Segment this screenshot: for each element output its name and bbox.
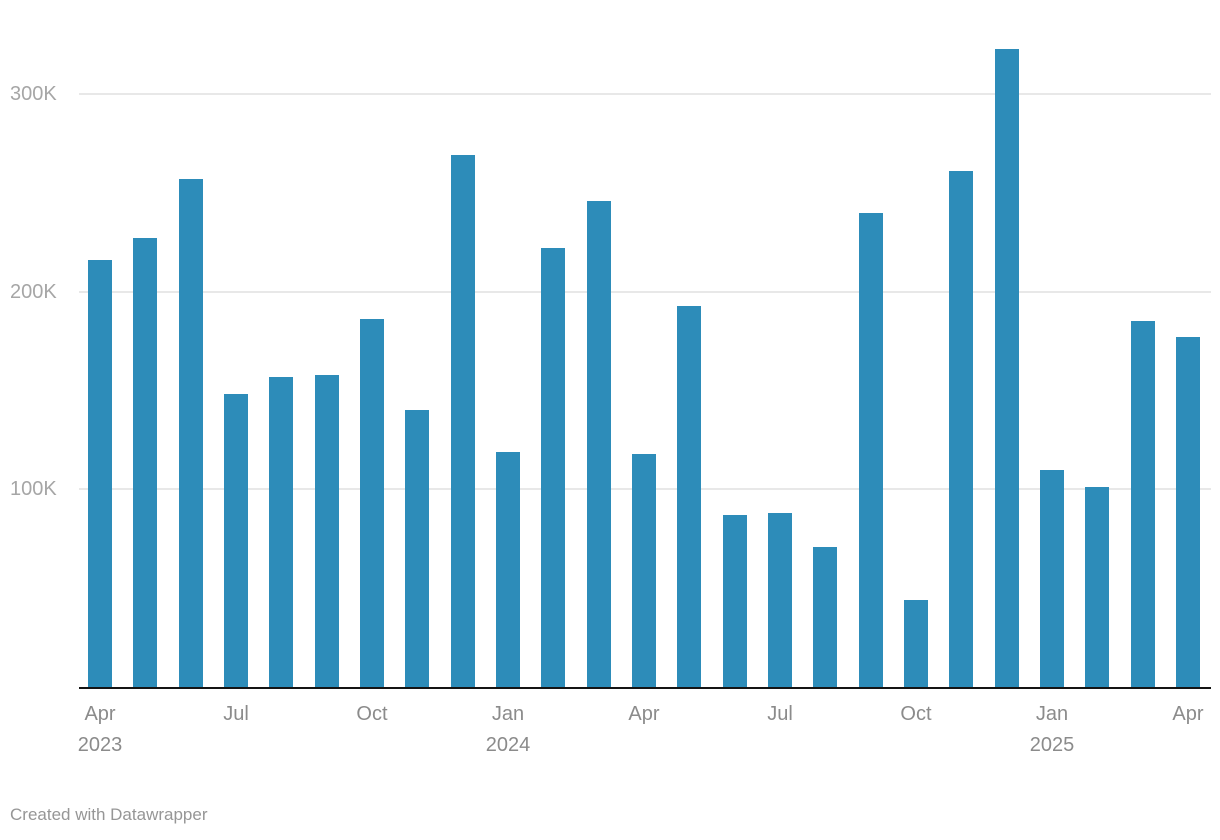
x-tick-year-label: 2025 bbox=[1029, 734, 1075, 756]
x-axis-tick-2024-04: Apr bbox=[628, 699, 659, 730]
bar-2023-06[interactable] bbox=[178, 179, 203, 687]
datawrapper-attribution-link[interactable]: Created with Datawrapper bbox=[10, 805, 208, 824]
x-tick-month-label: Jul bbox=[223, 703, 249, 725]
gridline-300K bbox=[79, 93, 1211, 95]
x-axis-tick-2023-04: Apr 2023 bbox=[78, 699, 123, 761]
bar-2024-10[interactable] bbox=[903, 600, 928, 687]
x-axis-tick-2024-01: Jan 2024 bbox=[486, 699, 531, 761]
bar-2023-07[interactable] bbox=[223, 394, 248, 687]
bar-2025-01[interactable] bbox=[1039, 469, 1064, 687]
y-axis-label-100K: 100K bbox=[10, 478, 57, 501]
y-axis-label-200K: 200K bbox=[10, 280, 57, 303]
x-tick-month-label: Apr bbox=[1172, 703, 1204, 725]
bar-2023-05[interactable] bbox=[133, 238, 158, 687]
y-axis-label-300K: 300K bbox=[10, 83, 57, 105]
bar-2024-03[interactable] bbox=[586, 200, 611, 687]
bar-2023-04[interactable] bbox=[88, 260, 112, 687]
x-tick-month-label: Oct bbox=[356, 703, 388, 725]
x-tick-month-label: Oct bbox=[900, 703, 932, 725]
bar-2024-11[interactable] bbox=[949, 171, 974, 687]
x-axis-tick-2025-01: Jan 2025 bbox=[1030, 699, 1075, 761]
x-axis-tick-2023-10: Oct bbox=[356, 699, 387, 730]
x-tick-month-label: Apr bbox=[628, 703, 660, 725]
x-axis-tick-2025-04: Apr bbox=[1172, 699, 1203, 730]
plot-area bbox=[79, 0, 1211, 687]
bar-2024-09[interactable] bbox=[858, 212, 883, 687]
x-axis-line bbox=[79, 687, 1211, 689]
bar-2023-11[interactable] bbox=[405, 410, 430, 687]
gridline-200K bbox=[79, 290, 1211, 293]
x-tick-month-label: Jan bbox=[1035, 703, 1069, 725]
bar-2025-04[interactable] bbox=[1175, 337, 1200, 687]
bar-2024-04[interactable] bbox=[631, 453, 656, 687]
bar-2023-08[interactable] bbox=[269, 376, 294, 687]
bar-2023-10[interactable] bbox=[359, 319, 384, 687]
x-axis-tick-2024-07: Jul bbox=[767, 699, 793, 730]
x-tick-month-label: Jul bbox=[767, 703, 793, 725]
bar-2023-12[interactable] bbox=[450, 155, 475, 687]
bar-2025-02[interactable] bbox=[1085, 487, 1110, 687]
bar-2024-08[interactable] bbox=[813, 546, 838, 687]
x-tick-year-label: 2023 bbox=[77, 734, 123, 756]
bar-2024-05[interactable] bbox=[677, 305, 702, 687]
bar-2024-02[interactable] bbox=[541, 248, 566, 687]
bar-2023-09[interactable] bbox=[314, 374, 339, 687]
x-tick-month-label: Jan bbox=[491, 703, 525, 725]
x-axis-tick-2023-07: Jul bbox=[223, 699, 249, 730]
x-tick-year-label: 2024 bbox=[485, 734, 531, 756]
x-axis-tick-2024-10: Oct bbox=[900, 699, 931, 730]
bar-2025-03[interactable] bbox=[1130, 321, 1155, 687]
x-tick-month-label: Apr bbox=[84, 703, 116, 725]
bar-2024-06[interactable] bbox=[722, 515, 747, 687]
bar-2024-12[interactable] bbox=[994, 48, 1019, 687]
bar-2024-01[interactable] bbox=[495, 451, 520, 687]
bar-2024-07[interactable] bbox=[767, 513, 792, 687]
